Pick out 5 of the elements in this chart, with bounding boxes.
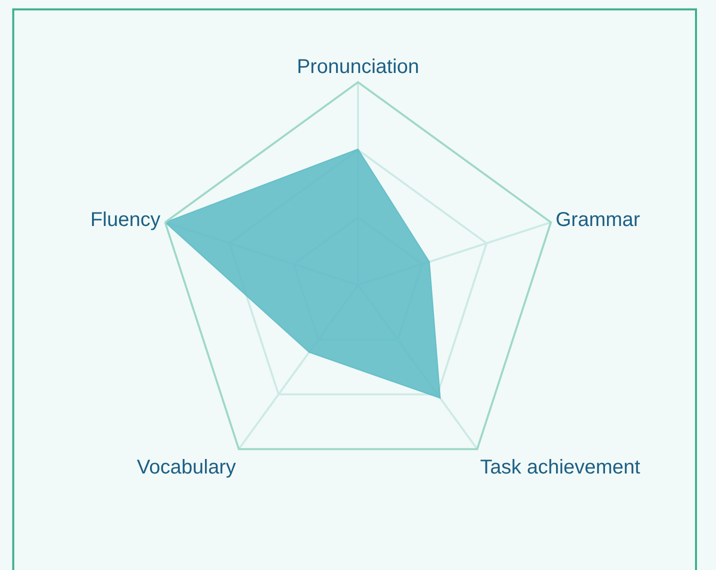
spoke-label: Fluency bbox=[90, 209, 160, 232]
spoke-label: Pronunciation bbox=[296, 56, 420, 78]
spoke-label: Task achievement bbox=[480, 456, 641, 478]
spoke-label: Vocabulary bbox=[136, 456, 236, 478]
spoke-label: Grammar bbox=[556, 209, 640, 232]
